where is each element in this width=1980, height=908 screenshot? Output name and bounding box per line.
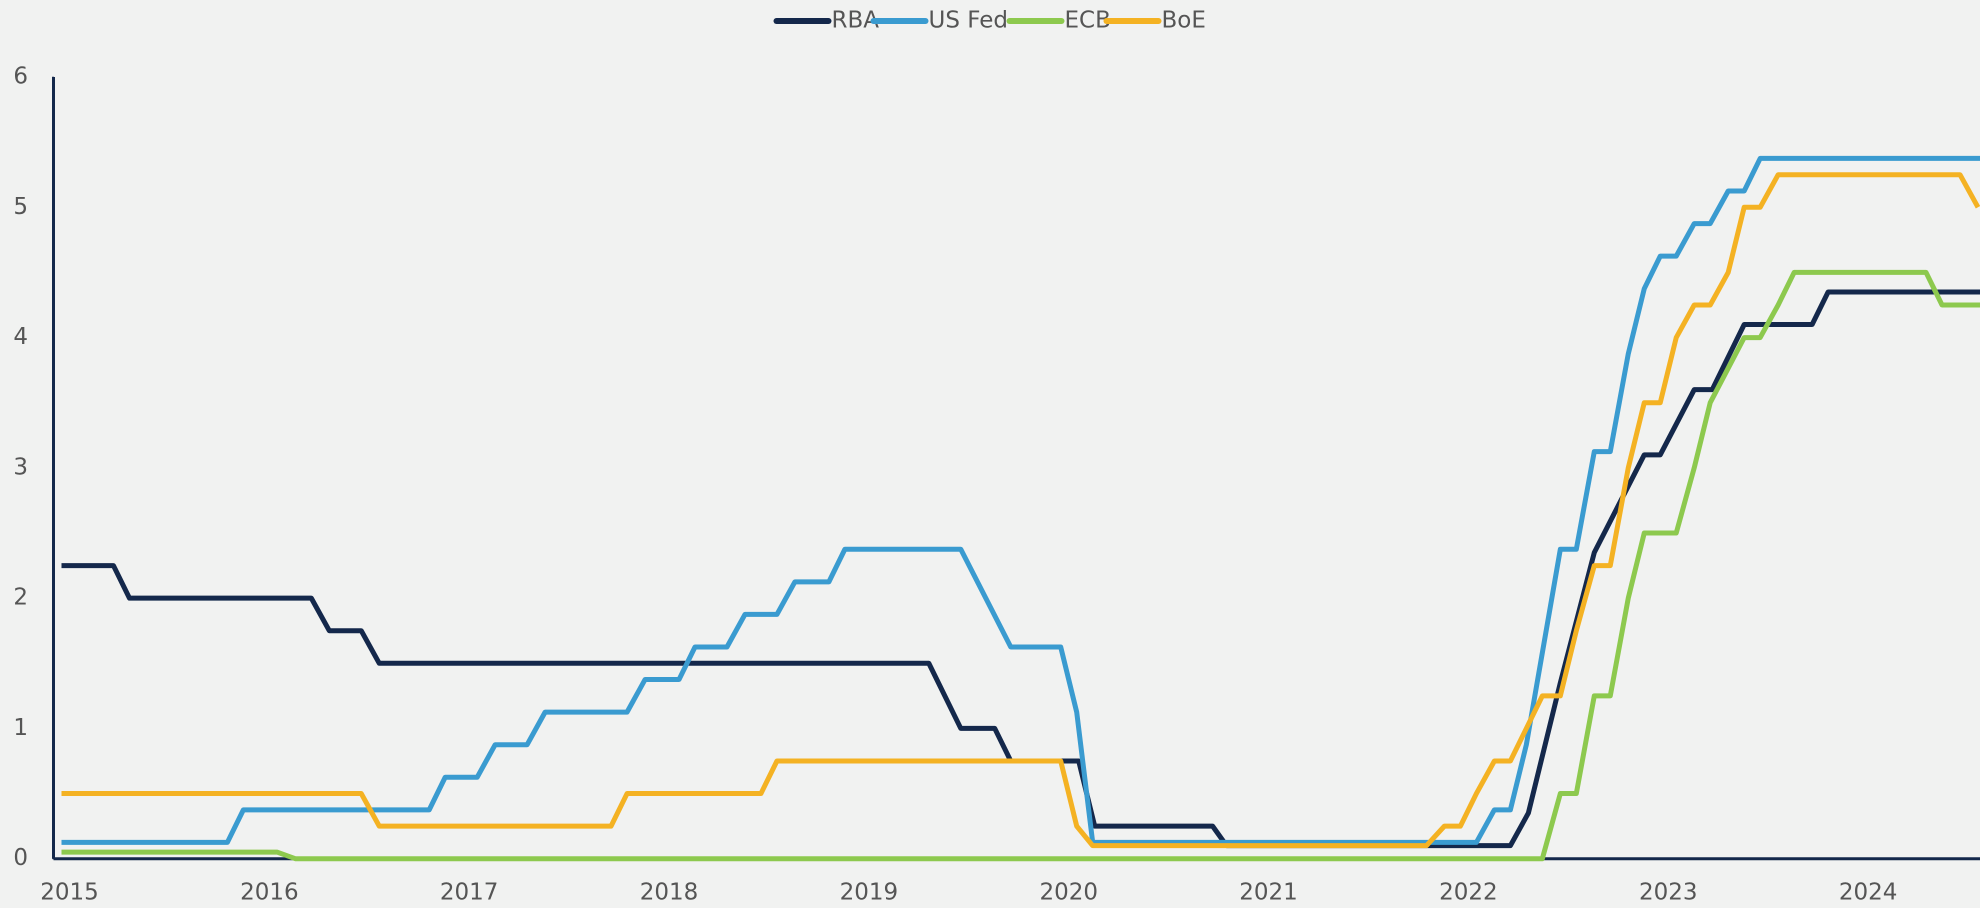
y-tick-label: 0 (13, 845, 28, 871)
x-tick-label: 2016 (240, 880, 299, 906)
series-line (61, 269, 1980, 862)
x-tick-label: 2024 (1839, 880, 1898, 906)
legend-label: US Fed (929, 8, 1008, 34)
series-line (61, 155, 1980, 845)
series-line (61, 289, 1980, 849)
x-tick-label: 2019 (840, 880, 899, 906)
y-tick-label: 6 (13, 64, 28, 90)
x-tick-label: 2022 (1439, 880, 1498, 906)
x-tick-label: 2017 (440, 880, 499, 906)
x-tick-label: 2021 (1239, 880, 1298, 906)
legend-label: ECB (1065, 8, 1111, 34)
series-line (61, 172, 1980, 849)
y-tick-label: 1 (13, 715, 28, 741)
x-tick-label: 2015 (40, 880, 99, 906)
y-tick-label: 5 (13, 194, 28, 220)
x-tick-label: 2023 (1639, 880, 1698, 906)
legend-label: BoE (1162, 8, 1206, 34)
x-tick-label: 2020 (1039, 880, 1098, 906)
y-tick-label: 4 (13, 324, 28, 350)
x-tick-label: 2018 (640, 880, 699, 906)
y-tick-label: 2 (13, 585, 28, 611)
y-tick-label: 3 (13, 454, 28, 480)
